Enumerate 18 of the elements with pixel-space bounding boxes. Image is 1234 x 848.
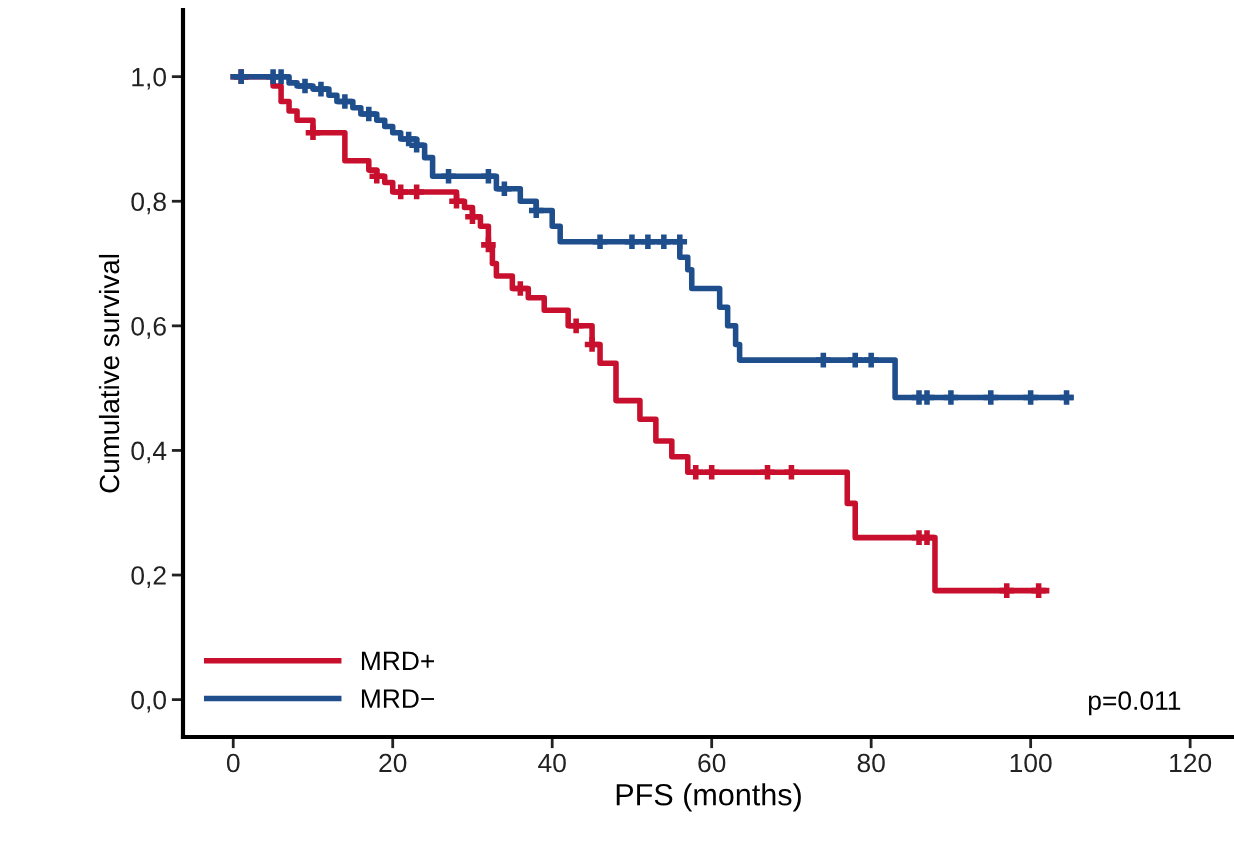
x-tick-label: 0 bbox=[226, 753, 240, 773]
legend-label: MRD+ bbox=[361, 651, 435, 670]
x-tick-label: 40 bbox=[538, 753, 566, 773]
y-tick-label: 0,4 bbox=[131, 441, 167, 464]
x-tick-label: 100 bbox=[1010, 753, 1052, 773]
y-axis-title: Cumulative survival bbox=[98, 254, 120, 493]
y-tick-label: 0,2 bbox=[131, 566, 166, 588]
y-tick-label: 0,0 bbox=[131, 690, 166, 713]
y-tick-label: 0,6 bbox=[131, 316, 166, 339]
x-tick-label: 80 bbox=[857, 753, 885, 773]
legend-label: MRD− bbox=[361, 689, 435, 708]
x-tick-label: 60 bbox=[698, 753, 726, 773]
annotation: p=0.011 bbox=[1088, 691, 1181, 716]
y-tick-label: 0,8 bbox=[131, 192, 166, 215]
x-tick-label: 20 bbox=[379, 753, 407, 773]
y-tick-label: 1,0 bbox=[132, 67, 166, 90]
x-axis-title: PFS (months) bbox=[616, 783, 801, 812]
x-tick-label: 120 bbox=[1170, 753, 1212, 773]
